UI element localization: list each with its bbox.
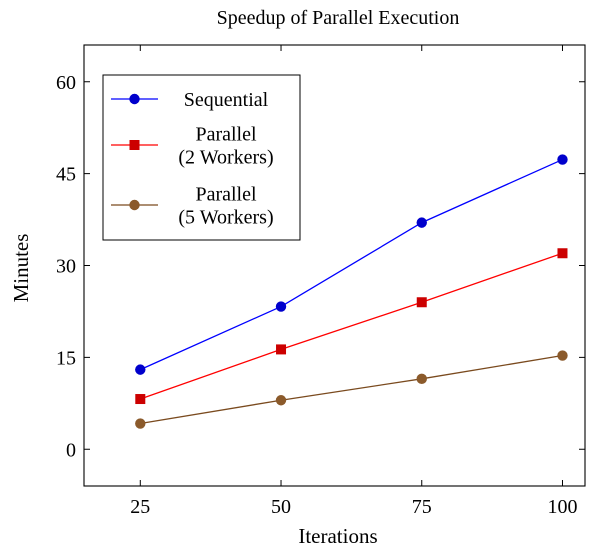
y-tick-label: 30 bbox=[56, 256, 76, 278]
legend-entry: Parallel(2 Workers) bbox=[111, 124, 274, 169]
y-tick-label: 0 bbox=[66, 439, 76, 461]
y-tick-label: 45 bbox=[56, 164, 76, 186]
data-point bbox=[275, 395, 287, 406]
x-tick-label: 100 bbox=[547, 496, 577, 518]
legend-label: (5 Workers) bbox=[178, 207, 273, 229]
legend-label: Parallel bbox=[195, 124, 257, 146]
data-point bbox=[557, 350, 568, 361]
legend-marker bbox=[129, 140, 140, 150]
x-axis-label: Iterations bbox=[298, 524, 377, 548]
data-point bbox=[275, 301, 287, 312]
legend-entry: Sequential bbox=[111, 89, 269, 111]
legend-label: Sequential bbox=[184, 89, 269, 111]
x-tick-label: 25 bbox=[130, 496, 150, 518]
series-line bbox=[140, 354, 563, 425]
series-layer bbox=[135, 154, 568, 429]
y-tick-label: 15 bbox=[56, 347, 76, 369]
data-point bbox=[557, 154, 568, 165]
legend-label: Parallel bbox=[195, 184, 257, 206]
chart-title: Speedup of Parallel Execution bbox=[217, 7, 460, 29]
legend-label: (2 Workers) bbox=[178, 147, 273, 169]
x-tick-label: 50 bbox=[271, 496, 291, 518]
legend-marker bbox=[129, 199, 140, 211]
series-3 bbox=[135, 350, 568, 429]
data-point bbox=[416, 297, 427, 308]
series-line bbox=[140, 158, 563, 371]
data-point bbox=[135, 364, 146, 375]
data-point bbox=[416, 217, 427, 228]
legend-entry: Parallel(5 Workers) bbox=[111, 184, 274, 229]
series-line bbox=[140, 252, 563, 400]
data-point bbox=[276, 344, 287, 355]
legend-marker bbox=[129, 93, 140, 105]
y-axis-label: Minutes bbox=[9, 234, 33, 303]
data-point bbox=[416, 373, 427, 385]
x-tick-label: 75 bbox=[412, 496, 432, 518]
series-2 bbox=[135, 248, 568, 405]
data-point bbox=[135, 394, 146, 405]
y-tick-label: 60 bbox=[56, 72, 76, 94]
data-point bbox=[135, 418, 146, 429]
axis-ticks: 25 50 75 100 0 15 30 45 60 bbox=[56, 45, 585, 518]
series-1 bbox=[135, 154, 568, 375]
data-point bbox=[557, 248, 568, 259]
